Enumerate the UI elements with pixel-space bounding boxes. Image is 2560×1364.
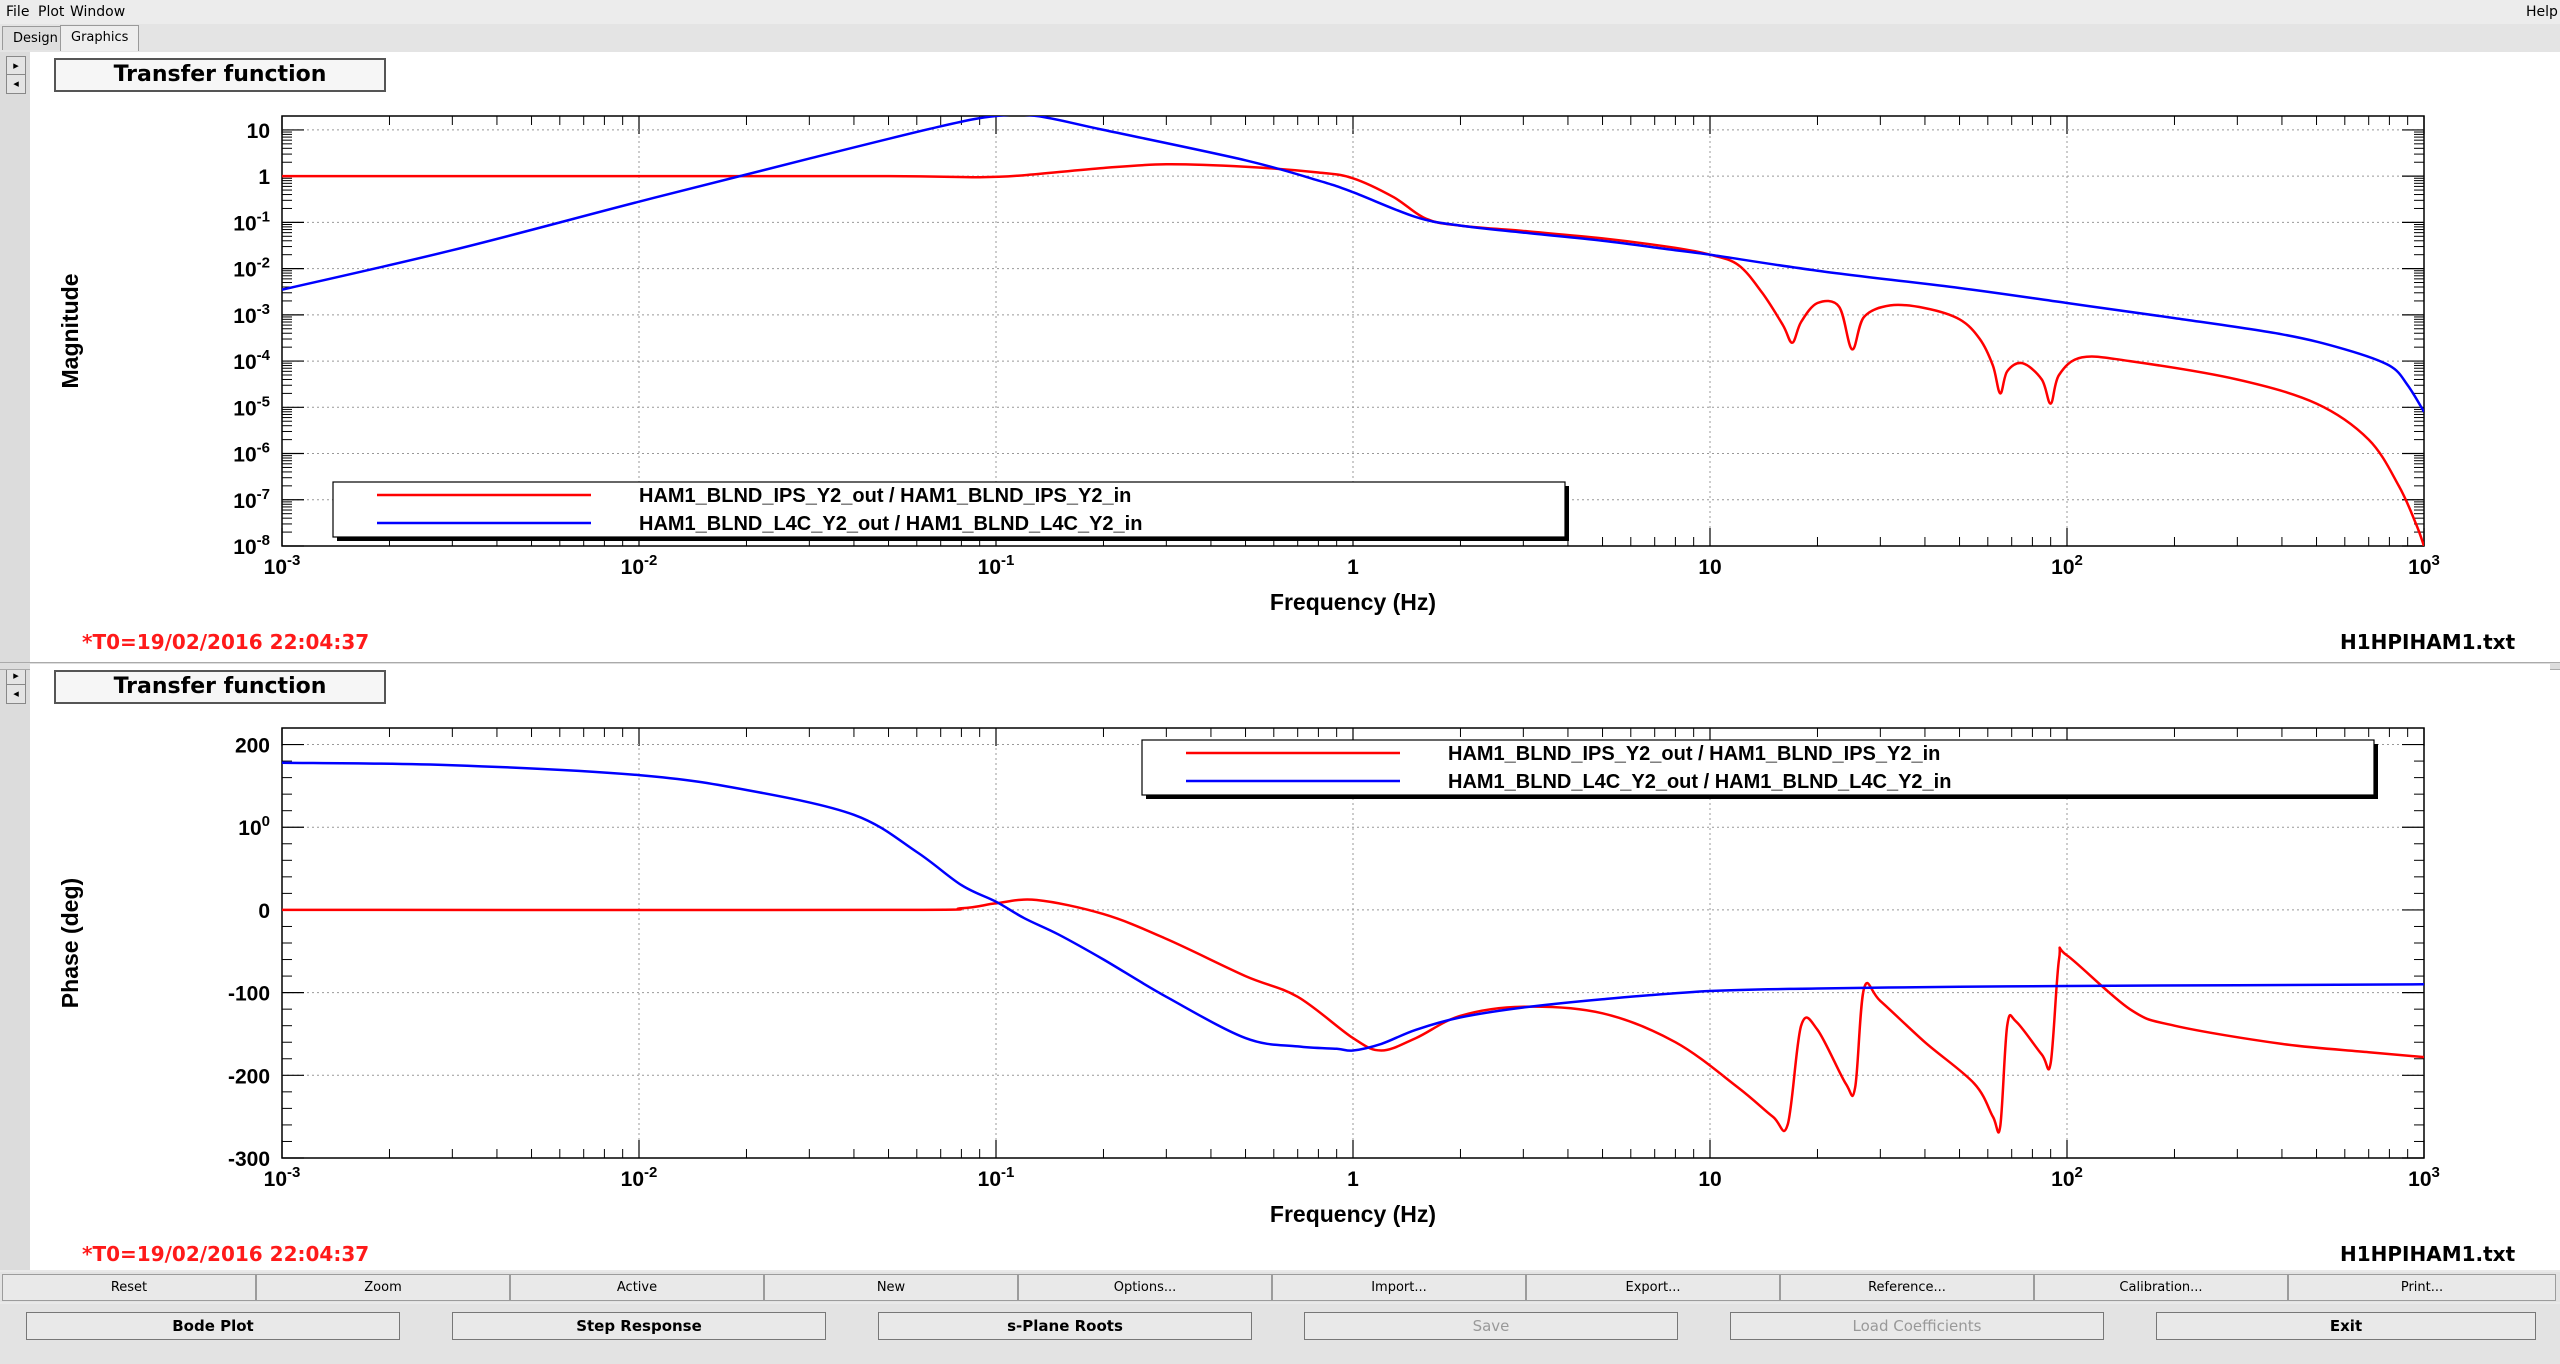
load-coefficients-button[interactable]: Load Coefficients [1730,1312,2104,1340]
y-tick-label: 10-7 [233,486,270,513]
magnitude-chart[interactable]: 10-3 10-2 10-1 1 10 102 103 10 1 10-1 10-2 10-3 10-4… [30,52,2550,662]
action-toolbar: Bode Plot Step Response s-Plane Roots Sa… [0,1304,2560,1364]
x-tick-label: 103 [2408,552,2440,579]
y-tick-label: 10-2 [233,255,270,282]
phase-file-label: H1HPIHAM1.txt [2340,1242,2516,1266]
menu-help[interactable]: Help [2526,4,2558,20]
tab-bar: Design Graphics [0,24,2560,53]
new-button[interactable]: New [764,1274,1018,1301]
y-tick-label: 10 [247,120,270,143]
y-tick-label: 10-6 [233,440,270,467]
menu-file[interactable]: File [6,4,30,20]
y-tick-label: -300 [228,1148,270,1171]
reset-button[interactable]: Reset [2,1274,256,1301]
y-tick-label: -100 [228,983,270,1006]
y-tick-label: 100 [238,813,270,840]
panel2-expand-left-icon[interactable]: ◂ [6,684,26,704]
phase-panel: Transfer function 10-3 10-2 10-1 1 10 102 103 2… [30,664,2550,1270]
options-button[interactable]: Options... [1018,1274,1272,1301]
y-axis-label: Magnitude [57,274,83,389]
x-tick-label: 10 [1698,1168,1721,1191]
panel1-expand-right-icon[interactable]: ▸ [6,56,26,76]
series-line-1 [282,163,2424,546]
x-tick-label: 10-1 [978,552,1015,579]
exit-button[interactable]: Exit [2156,1312,2536,1340]
y-tick-label: 10-3 [233,301,270,328]
x-tick-label: 1 [1347,556,1359,579]
magnitude-panel-title: Transfer function [54,58,386,92]
magnitude-panel: Transfer function 10-3 10-2 10-1 1 10 102 103 1… [30,52,2550,662]
menu-window[interactable]: Window [70,4,126,20]
tab-graphics[interactable]: Graphics [60,25,140,51]
x-tick-label: 10-1 [978,1164,1015,1191]
y-tick-label: -200 [228,1065,270,1088]
menu-bar: File Plot Window Help [0,0,2560,24]
series-line-2 [282,761,2424,1052]
plot-toolbar: Reset Zoom Active New Options... Import.… [0,1272,2560,1302]
export-button[interactable]: Export... [1526,1274,1780,1301]
phase-t0-label: *T0=19/02/2016 22:04:37 [82,1242,370,1266]
legend-entry-2: HAM1_BLND_L4C_Y2_out / HAM1_BLND_L4C_Y2_… [639,513,1142,535]
legend-entry-1: HAM1_BLND_IPS_Y2_out / HAM1_BLND_IPS_Y2_… [1448,743,1940,765]
y-tick-label: 10-8 [233,532,270,559]
active-button[interactable]: Active [510,1274,764,1301]
phase-panel-title: Transfer function [54,670,386,704]
x-tick-label: 103 [2408,1164,2440,1191]
print-button[interactable]: Print... [2288,1274,2556,1301]
y-tick-label: 10-1 [233,208,270,235]
step-response-button[interactable]: Step Response [452,1312,826,1340]
calibration-button[interactable]: Calibration... [2034,1274,2288,1301]
x-axis-label: Frequency (Hz) [1270,589,1436,615]
bode-plot-button[interactable]: Bode Plot [26,1312,400,1340]
panel1-expand-left-icon[interactable]: ◂ [6,74,26,94]
series-line-1 [282,898,2424,1134]
tab-design[interactable]: Design [2,26,69,50]
x-tick-label: 10-3 [264,552,301,579]
save-button[interactable]: Save [1304,1312,1678,1340]
y-axis-label: Phase (deg) [57,878,83,1008]
legend-entry-2: HAM1_BLND_L4C_Y2_out / HAM1_BLND_L4C_Y2_… [1448,771,1951,793]
x-tick-label: 1 [1347,1168,1359,1191]
phase-chart[interactable]: 10-3 10-2 10-1 1 10 102 103 200 100 0 -100 -200 -300… [30,664,2550,1270]
x-tick-label: 10-2 [621,1164,658,1191]
legend-box [332,481,1566,538]
series-line-2 [282,116,2424,413]
magnitude-t0-label: *T0=19/02/2016 22:04:37 [82,630,370,654]
y-tick-label: 200 [235,735,270,758]
y-tick-label: 0 [258,900,270,923]
reference-button[interactable]: Reference... [1780,1274,2034,1301]
menu-plot[interactable]: Plot [38,4,65,20]
y-tick-label: 10-5 [233,393,270,420]
zoom-button[interactable]: Zoom [256,1274,510,1301]
legend-box [1141,739,2375,796]
x-tick-label: 102 [2051,552,2083,579]
magnitude-file-label: H1HPIHAM1.txt [2340,630,2516,654]
s-plane-roots-button[interactable]: s-Plane Roots [878,1312,1252,1340]
x-axis-label: Frequency (Hz) [1270,1201,1436,1227]
legend-entry-1: HAM1_BLND_IPS_Y2_out / HAM1_BLND_IPS_Y2_… [639,485,1131,507]
x-tick-label: 102 [2051,1164,2083,1191]
y-tick-label: 1 [258,166,270,189]
x-tick-label: 10-2 [621,552,658,579]
x-tick-label: 10 [1698,556,1721,579]
import-button[interactable]: Import... [1272,1274,1526,1301]
y-tick-label: 10-4 [233,347,270,374]
x-tick-label: 10-3 [264,1164,301,1191]
